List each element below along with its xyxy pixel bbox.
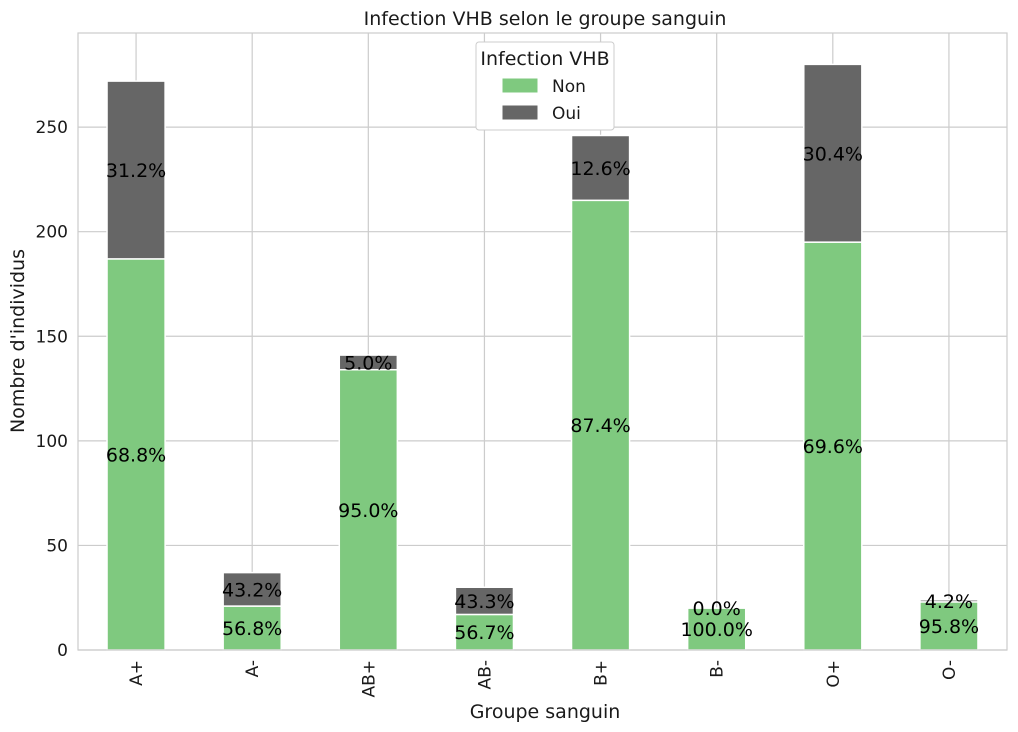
legend-items: Non Oui (501, 77, 586, 124)
x-tick-label: B+ (592, 660, 612, 686)
x-tick-label: A- (243, 660, 263, 677)
bar-percent-label: 43.2% (222, 579, 282, 601)
bar-oui (338, 354, 399, 371)
chart-title: Infection VHB selon le groupe sanguin (364, 8, 727, 30)
bar-percent-label: 31.2% (106, 160, 166, 182)
y-axis-label: Nombre d'individus (7, 249, 29, 433)
bar-non (106, 258, 166, 651)
bar-percent-label: 43.3% (454, 591, 514, 613)
bar-oui (454, 586, 515, 616)
x-tick-label: AB- (475, 660, 495, 689)
bar-percent-label: 100.0% (680, 619, 752, 641)
y-tick-label: 150 (36, 327, 68, 347)
bar-percent-label: 30.4% (803, 143, 863, 165)
legend-label-non: Non (552, 77, 586, 97)
legend-title: Infection VHB (480, 48, 609, 70)
bar-oui (919, 599, 979, 603)
x-tick-label: B- (708, 660, 728, 678)
bar-labels: 68.8% 31.2% 56.8% 43.2% 95.0% 5.0% 56.7% 43.3% 8… (106, 143, 979, 644)
x-tick-label: A+ (127, 660, 147, 686)
plot-frame (77, 32, 1008, 651)
bars (106, 63, 979, 651)
x-tick-label: AB+ (359, 660, 379, 698)
bar-percent-label: 95.8% (919, 616, 979, 638)
bar-oui (803, 63, 863, 243)
bar-non (570, 199, 631, 651)
y-tick-label: 50 (46, 536, 68, 556)
bar-percent-label: 95.0% (338, 500, 398, 522)
legend-swatch-non (501, 77, 539, 94)
bar-non (454, 613, 515, 651)
x-tick-label: O- (940, 660, 960, 680)
bar-percent-label: 87.4% (570, 415, 630, 437)
legend-label-oui: Oui (552, 104, 581, 124)
x-axis-label: Groupe sanguin (470, 701, 621, 723)
legend-swatch-oui (501, 104, 539, 121)
y-axis-ticks: 0 50 100 150 200 250 (36, 118, 68, 661)
y-tick-label: 200 (36, 223, 68, 243)
bar-percent-label: 12.6% (570, 158, 630, 180)
bar-percent-label: 0.0% (693, 598, 741, 620)
bar-percent-label: 69.6% (803, 436, 863, 458)
x-tick-label: O+ (824, 660, 844, 688)
bar-percent-label: 68.8% (106, 444, 166, 466)
bar-percent-label: 56.8% (222, 618, 282, 640)
bar-non (222, 605, 282, 651)
y-tick-label: 100 (36, 432, 68, 452)
bar-oui (570, 134, 631, 202)
bar-oui (106, 80, 166, 260)
bar-non (919, 601, 979, 651)
bar-percent-label: 56.7% (454, 622, 514, 644)
x-axis-ticks: A+ A- AB+ AB- B+ B- O+ O- (127, 660, 960, 698)
y-tick-label: 250 (36, 118, 68, 138)
y-tick-label: 0 (57, 641, 68, 661)
legend: Infection VHB Non Oui (475, 41, 615, 131)
bar-percent-label: 5.0% (344, 352, 392, 374)
bar-percent-label: 4.2% (925, 591, 973, 613)
bar-non (338, 368, 399, 651)
bar-oui (222, 571, 282, 607)
